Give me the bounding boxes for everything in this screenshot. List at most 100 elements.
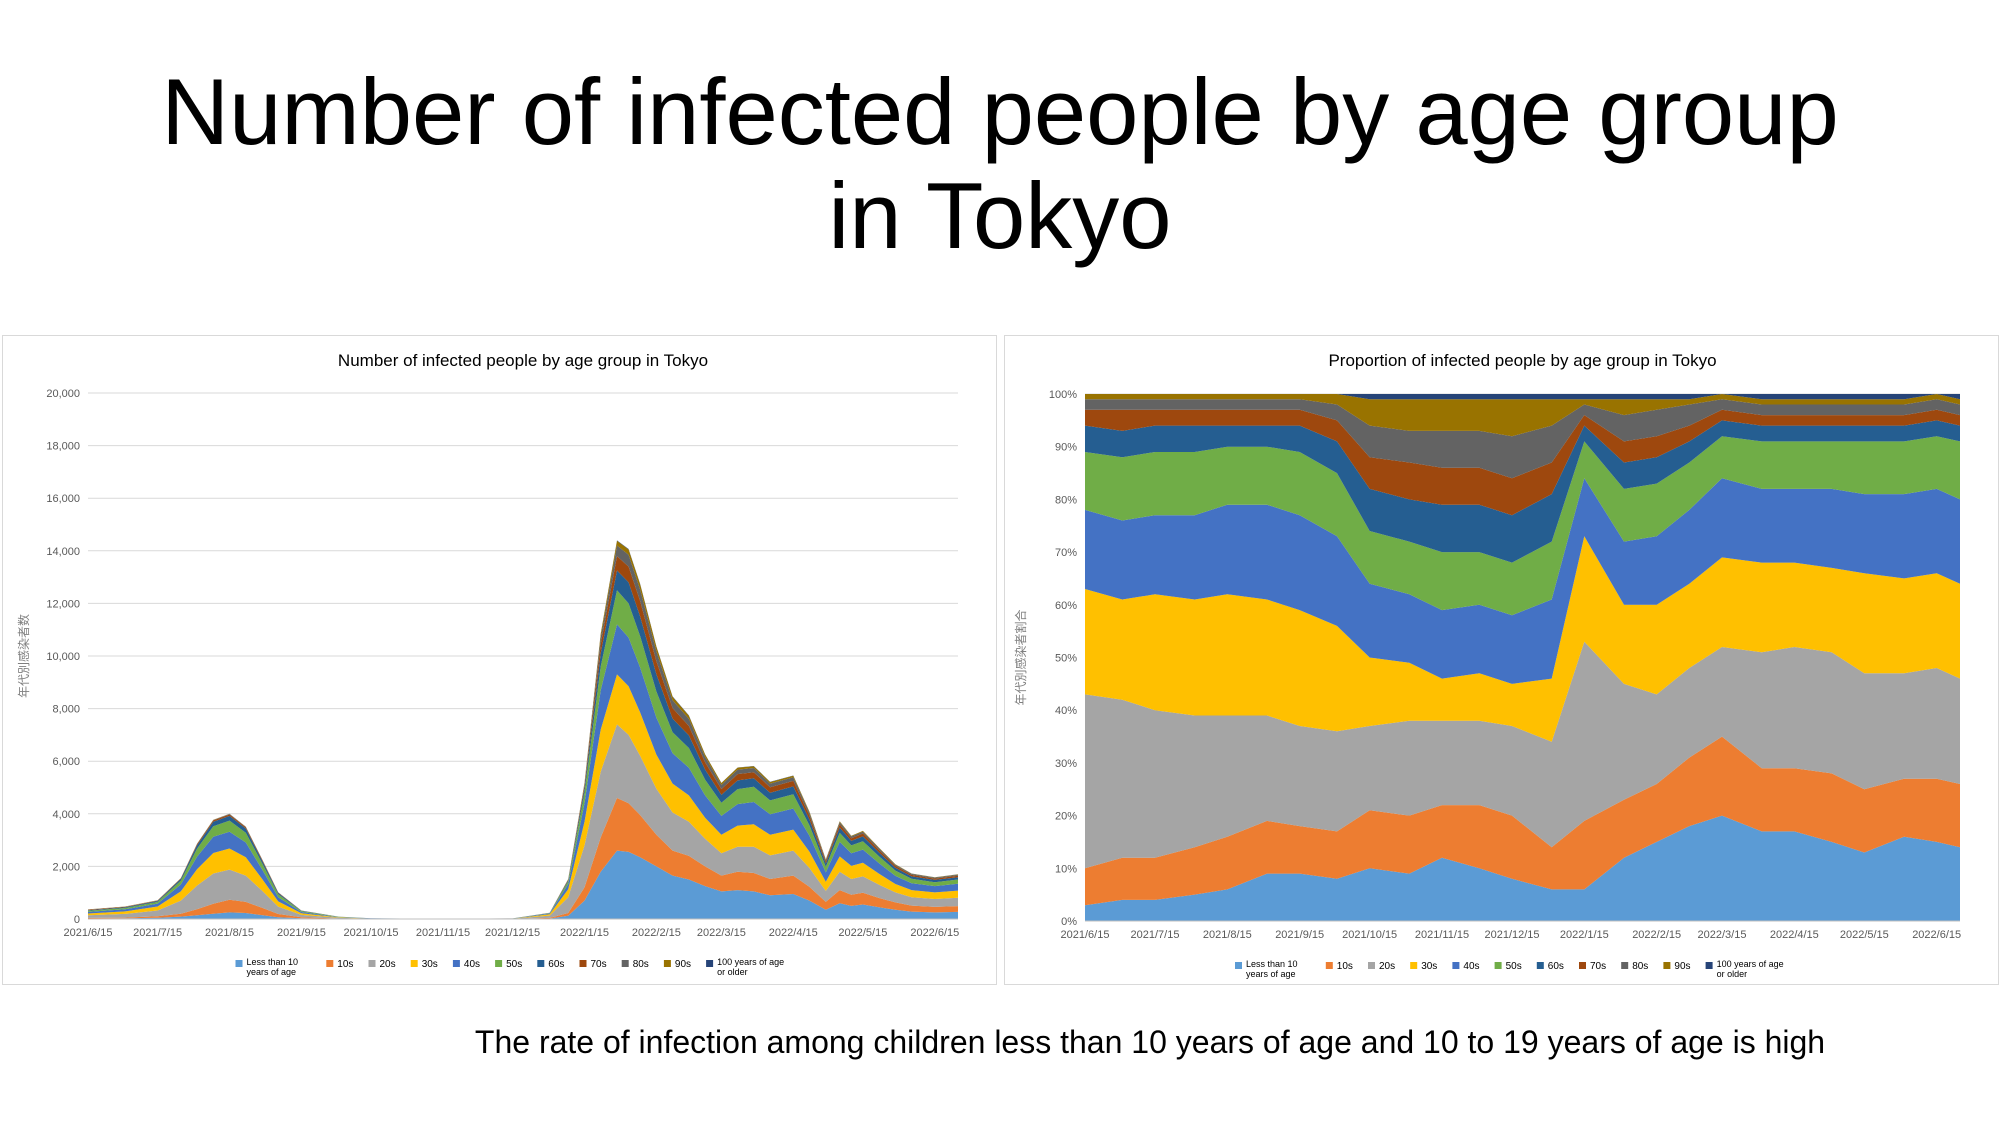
area-series-3 [1085,536,1960,742]
legend-swatch [1621,962,1629,969]
y-tick-label: 6,000 [52,756,80,768]
legend-swatch [326,960,334,967]
chart-title: Number of infected people by age group i… [338,351,708,370]
y-tick-label: 18,000 [46,441,80,453]
proportion-area-chart: Proportion of infected people by age gro… [1013,351,1961,979]
area-series-2 [88,724,958,919]
y-axis-label: 年代別感染者数 [16,614,31,698]
y-tick-label: 4,000 [52,809,80,821]
legend-swatch [1536,962,1544,969]
area-series-1 [1085,736,1960,906]
y-tick-label: 90% [1055,442,1077,454]
legend-swatch [1705,962,1713,969]
legend-swatch [663,960,671,967]
legend-label: 100 years of age [1717,959,1784,969]
legend-swatch [1235,962,1242,969]
x-tick-label: 2022/3/15 [697,927,746,939]
x-tick-label: 2021/7/15 [133,927,182,939]
x-tick-label: 2022/2/15 [1632,929,1681,941]
legend-swatch [1494,962,1502,969]
y-tick-label: 14,000 [46,546,80,558]
x-tick-label: 2021/12/15 [485,927,540,939]
y-tick-label: 10,000 [46,651,80,663]
legend-swatch [1410,962,1418,969]
legend-label: 60s [1548,961,1564,972]
x-tick-label: 2021/9/15 [1275,929,1324,941]
y-tick-label: 50% [1055,653,1077,665]
y-tick-label: 8,000 [52,704,80,716]
x-tick-label: 2022/4/15 [769,927,818,939]
legend-label: Less than 10 [247,957,299,967]
legend-swatch [537,960,545,967]
legend-label: years of age [247,967,297,977]
area-series-10 [1085,394,1960,400]
legend-swatch [410,960,418,967]
area-series-0 [88,850,958,919]
legend-label: or older [1717,969,1748,979]
y-axis-label: 年代別感染者割合 [1013,609,1028,705]
y-tick-label: 10% [1055,863,1077,875]
x-tick-label: 2021/10/15 [344,927,399,939]
legend-label: 20s [380,959,396,970]
legend-swatch [1368,962,1375,969]
y-tick-label: 16,000 [46,493,80,505]
legend-label: 20s [1379,961,1395,972]
x-tick-label: 2022/6/15 [910,927,959,939]
x-tick-label: 2021/6/15 [1061,929,1110,941]
x-tick-label: 2021/11/15 [1415,929,1469,941]
x-tick-label: 2021/7/15 [1131,929,1180,941]
y-tick-label: 0% [1061,916,1077,928]
legend-label: 50s [1506,961,1522,972]
x-tick-label: 2022/3/15 [1698,929,1747,941]
legend-swatch [1579,962,1586,969]
x-tick-label: 2022/1/15 [1560,929,1609,941]
chart-title: Proportion of infected people by age gro… [1328,351,1716,370]
x-tick-label: 2022/6/15 [1912,929,1961,941]
y-tick-label: 60% [1055,600,1077,612]
legend-label: or older [717,967,748,977]
y-tick-label: 2,000 [52,861,80,873]
legend-label: 80s [1632,961,1648,972]
legend-label: 90s [1674,961,1690,972]
legend-swatch [1325,962,1333,969]
x-tick-label: 2021/9/15 [277,927,326,939]
x-tick-label: 2021/12/15 [1484,929,1539,941]
area-series-2 [1085,641,1960,869]
chart-panel-counts: Number of infected people by age group i… [2,335,997,985]
x-tick-label: 2021/8/15 [205,927,254,939]
y-tick-label: 100% [1049,389,1077,401]
legend-swatch [621,960,629,967]
area-series-1 [88,798,958,919]
x-tick-label: 2022/1/15 [560,927,609,939]
legend-swatch [452,960,460,967]
x-tick-label: 2021/11/15 [416,927,470,939]
slide-title-line1: Number of infected people by age group [161,59,1839,164]
chart-panel-proportions: Proportion of infected people by age gro… [1004,335,1999,985]
x-tick-label: 2021/10/15 [1342,929,1397,941]
x-tick-label: 2022/5/15 [838,927,887,939]
area-series-4 [88,624,958,919]
x-tick-label: 2022/5/15 [1840,929,1889,941]
slide-title: Number of infected people by age group i… [0,60,2000,268]
area-series-5 [88,590,958,919]
slide-caption: The rate of infection among children les… [474,1024,1826,1060]
area-series-0 [1085,815,1960,921]
y-tick-label: 20,000 [46,388,80,400]
legend-label: 50s [506,959,522,970]
legend-label: 40s [464,959,480,970]
legend-label: 90s [675,959,691,970]
x-tick-label: 2021/6/15 [64,927,113,939]
legend-swatch [579,960,587,967]
legend-label: 70s [591,959,607,970]
legend-label: 40s [1463,961,1479,972]
area-series-4 [1085,478,1960,684]
y-tick-label: 20% [1055,811,1077,823]
x-tick-label: 2022/2/15 [632,927,681,939]
counts-area-chart: Number of infected people by age group i… [16,351,959,977]
x-tick-label: 2022/4/15 [1770,929,1819,941]
legend-label: 30s [422,959,438,970]
y-tick-label: 70% [1055,547,1077,559]
legend-label: years of age [1246,969,1296,979]
